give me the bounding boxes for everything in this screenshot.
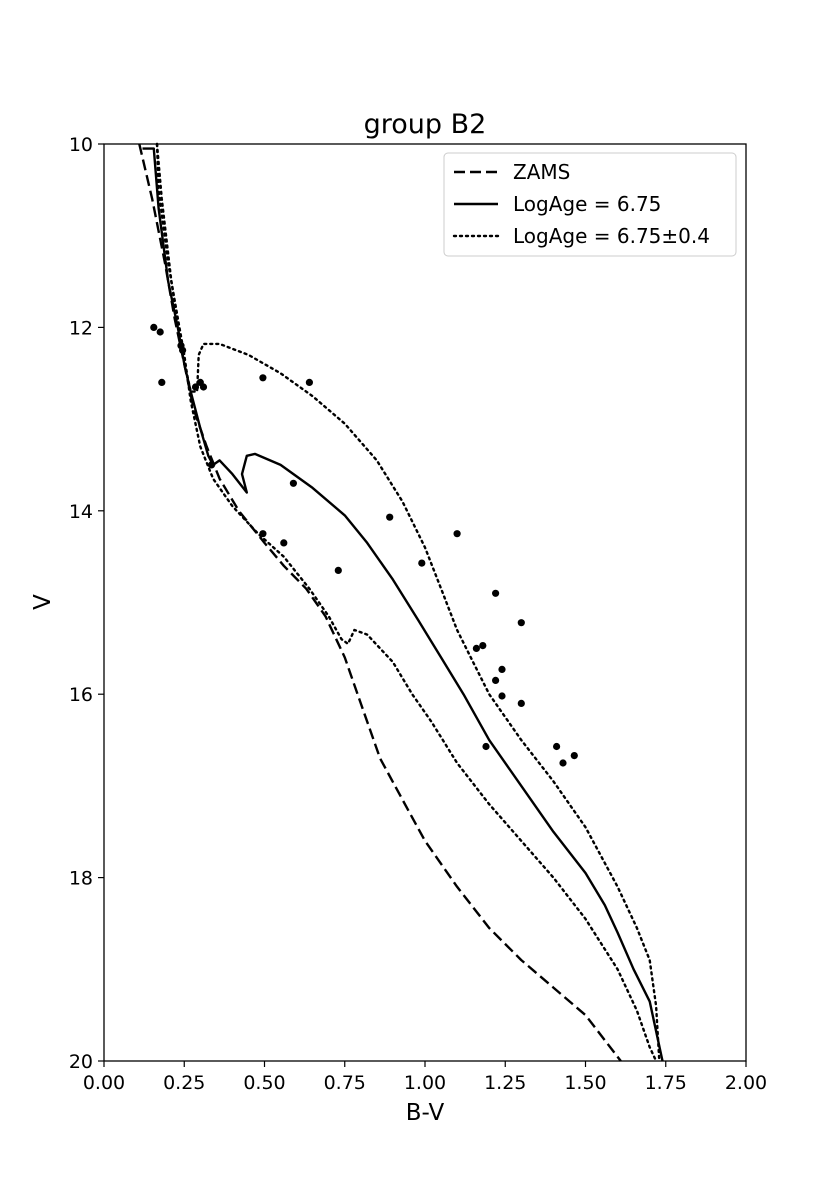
series-line-0	[138, 143, 622, 1062]
star-point-29	[570, 752, 578, 760]
y-axis-label: V	[30, 594, 56, 610]
x-tick-label-4: 1.00	[404, 1072, 446, 1094]
y-axis: 10 12 14 16 18 20	[69, 134, 104, 1073]
x-tick-label-0: 0.00	[83, 1072, 125, 1094]
star-point-15	[386, 513, 394, 521]
star-point-1	[156, 328, 164, 336]
star-point-14	[334, 566, 342, 575]
x-tick-label-3: 0.75	[324, 1072, 366, 1094]
star-point-21	[492, 589, 500, 597]
star-point-24	[498, 692, 506, 700]
y-tick-label-0: 10	[69, 134, 93, 156]
legend-label-2: LogAge = 6.75±0.4	[513, 224, 710, 248]
star-point-4	[179, 346, 187, 354]
series-line-3	[155, 142, 661, 1063]
legend-label-1: LogAge = 6.75	[513, 192, 661, 216]
x-tick-label-7: 1.75	[645, 1072, 687, 1094]
star-point-11	[280, 539, 288, 547]
star-point-17	[453, 530, 461, 538]
star-point-27	[553, 742, 561, 751]
star-point-10	[259, 530, 267, 538]
chart-title: group B2	[364, 109, 487, 140]
x-tick-label-5: 1.25	[484, 1072, 526, 1094]
star-point-26	[517, 699, 525, 708]
x-axis-label: B-V	[406, 1100, 445, 1126]
y-tick-label-2: 14	[69, 501, 93, 523]
series-line-1	[142, 147, 664, 1062]
star-point-28	[559, 759, 567, 767]
plot-frame	[103, 143, 747, 1062]
star-point-20	[482, 742, 490, 751]
y-tick-label-1: 12	[69, 317, 93, 339]
star-point-7	[199, 383, 208, 391]
star-point-8	[207, 461, 216, 469]
star-point-23	[498, 665, 506, 674]
star-point-16	[418, 559, 426, 567]
y-tick-label-3: 16	[69, 684, 93, 706]
star-point-25	[517, 619, 525, 627]
x-tick-label-6: 1.50	[564, 1072, 606, 1094]
star-point-12	[289, 479, 297, 487]
series-layer	[138, 142, 664, 1063]
x-axis: 0.00 0.25 0.50 0.75 1.00 1.25 1.50 1.75 2.00	[83, 1061, 767, 1094]
x-tick-label-1: 0.25	[163, 1072, 205, 1094]
star-point-19	[479, 642, 487, 650]
star-point-9	[259, 374, 267, 382]
star-point-13	[305, 378, 313, 386]
series-line-2	[155, 142, 658, 1063]
star-point-18	[472, 644, 480, 653]
star-point-5	[191, 383, 200, 391]
x-tick-label-8: 2.00	[725, 1072, 767, 1094]
y-tick-label-5: 20	[69, 1051, 93, 1073]
x-tick-label-2: 0.50	[243, 1072, 285, 1094]
legend-label-0: ZAMS	[513, 160, 570, 184]
legend: ZAMS LogAge = 6.75 LogAge = 6.75±0.4	[443, 152, 737, 257]
star-point-2	[158, 378, 166, 386]
y-tick-label-4: 18	[69, 868, 93, 890]
star-point-0	[150, 323, 158, 331]
star-point-22	[492, 676, 500, 685]
legend-box	[443, 152, 737, 257]
